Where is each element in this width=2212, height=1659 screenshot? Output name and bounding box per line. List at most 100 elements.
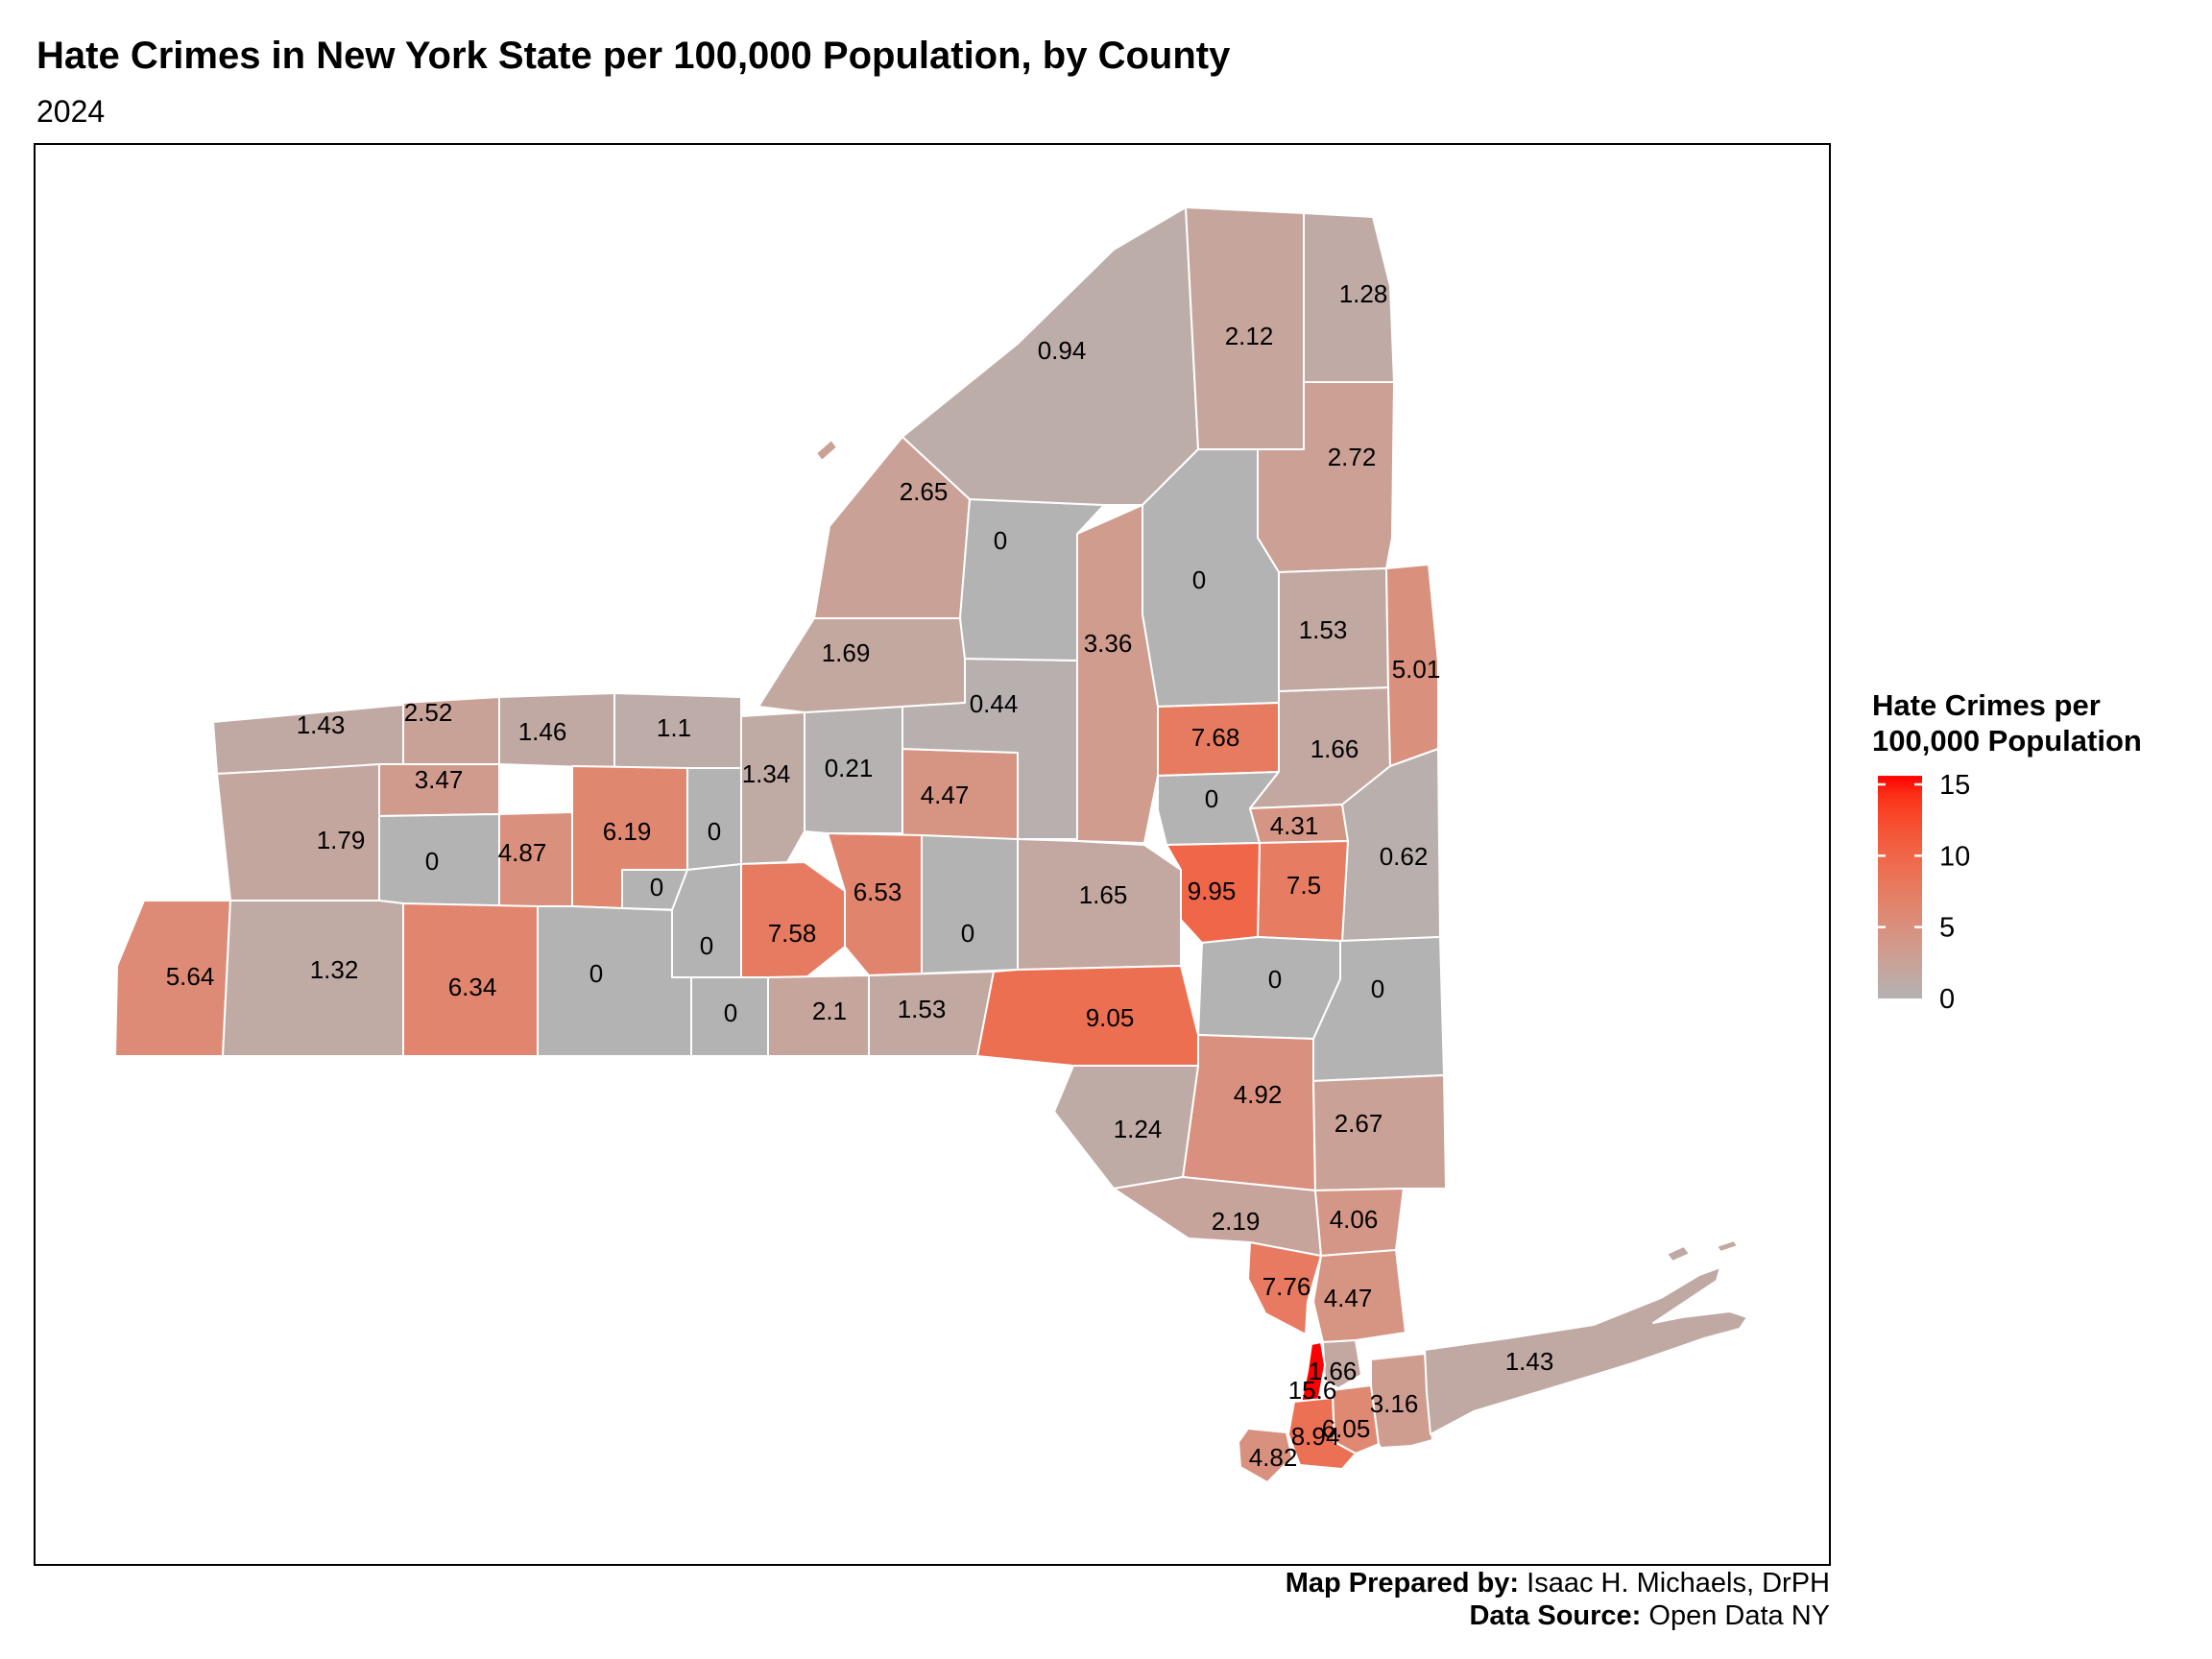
county-schuyler bbox=[671, 863, 742, 978]
county-value-label-ulster: 4.92 bbox=[1234, 1080, 1283, 1109]
county-value-label-albany: 7.5 bbox=[1286, 871, 1321, 900]
data-source-value: Open Data NY bbox=[1648, 1600, 1830, 1631]
county-value-label-cortland: 6.53 bbox=[854, 878, 902, 906]
county-value-label-cayuga: 1.34 bbox=[742, 759, 791, 788]
county-value-label-niagara: 1.43 bbox=[297, 710, 346, 739]
county-value-label-fulton: 7.68 bbox=[1191, 723, 1240, 752]
county-bronx bbox=[1322, 1339, 1362, 1389]
county-value-label-essex: 2.72 bbox=[1328, 443, 1377, 471]
county-value-label-genesee: 3.47 bbox=[415, 765, 464, 794]
county-value-label-wyoming: 0 bbox=[425, 847, 439, 876]
county-value-label-washington: 5.01 bbox=[1392, 655, 1441, 684]
county-value-label-queens: 6.05 bbox=[1322, 1414, 1371, 1443]
county-value-label-delaware: 9.05 bbox=[1086, 1003, 1135, 1032]
county-value-label-sullivan: 1.24 bbox=[1114, 1115, 1163, 1143]
county-brooklyn bbox=[1287, 1397, 1357, 1470]
county-wyoming bbox=[378, 813, 500, 907]
legend-tick-label-5: 5 bbox=[1939, 913, 1955, 944]
county-ulster bbox=[1182, 1034, 1316, 1191]
county-steuben bbox=[537, 905, 692, 1057]
county-value-label-ontario: 6.19 bbox=[603, 817, 652, 846]
county-dutchess bbox=[1312, 1074, 1447, 1191]
county-value-label-rensselaer: 0.62 bbox=[1380, 842, 1429, 871]
county-value-label-greene: 0 bbox=[1268, 965, 1282, 994]
map-credits: Map Prepared by: Isaac H. Michaels, DrPH… bbox=[1286, 1567, 1830, 1632]
county-value-label-oswego: 1.69 bbox=[822, 638, 871, 667]
prepared-by-line: Map Prepared by: Isaac H. Michaels, DrPH bbox=[1286, 1567, 1830, 1599]
county-value-label-yates: 0 bbox=[650, 873, 663, 902]
legend-tick-label-10: 10 bbox=[1939, 841, 1970, 872]
county-value-label-chautauqua: 5.64 bbox=[166, 962, 215, 991]
county-value-label-steuben: 0 bbox=[589, 959, 603, 988]
county-value-label-onondaga: 0.21 bbox=[825, 754, 874, 782]
county-value-label-clinton: 1.28 bbox=[1339, 279, 1388, 308]
county-value-label-oneida: 0.44 bbox=[970, 689, 1019, 718]
county-staten_island bbox=[1238, 1428, 1293, 1483]
county-value-label-columbia: 0 bbox=[1371, 974, 1384, 1003]
county-value-label-saratoga: 1.66 bbox=[1310, 734, 1359, 763]
county-value-label-allegany: 6.34 bbox=[448, 973, 497, 1001]
county-value-label-herkimer: 3.36 bbox=[1084, 629, 1133, 658]
prepared-by-label: Map Prepared by: bbox=[1285, 1568, 1520, 1599]
county-value-label-tioga: 2.1 bbox=[812, 997, 847, 1025]
county-value-label-cattaraugus: 1.32 bbox=[310, 955, 359, 984]
county-value-label-brooklyn: 8.94 bbox=[1291, 1422, 1340, 1451]
county-value-label-schuyler: 0 bbox=[700, 931, 713, 960]
county-value-label-jefferson: 2.65 bbox=[900, 477, 949, 506]
county-hamilton bbox=[1142, 448, 1280, 708]
county-value-label-staten_island: 4.82 bbox=[1249, 1443, 1298, 1472]
county-value-label-tompkins: 7.58 bbox=[768, 919, 817, 948]
legend-tick-label-0: 0 bbox=[1939, 984, 1955, 1015]
legend-title: Hate Crimes per 100,000 Population bbox=[1872, 687, 2142, 758]
county-suffolk bbox=[1424, 1266, 1748, 1435]
county-value-label-layer: 1.43 2.52 1.46 1.1 3.47 1.79 0 4.87 6.19 0 0 1.34 0.… bbox=[166, 279, 1554, 1472]
legend-tick-label-15: 15 bbox=[1939, 770, 1970, 801]
county-value-label-wayne: 1.1 bbox=[657, 713, 691, 742]
county-value-label-madison: 4.47 bbox=[921, 781, 970, 809]
county-value-label-erie: 1.79 bbox=[317, 826, 366, 854]
legend-title-line1: Hate Crimes per bbox=[1872, 688, 2101, 722]
county-value-label-livingston: 4.87 bbox=[498, 838, 547, 867]
county-value-label-lewis: 0 bbox=[994, 526, 1007, 555]
county-value-label-suffolk: 1.43 bbox=[1505, 1347, 1554, 1376]
map-panel-border bbox=[34, 143, 1831, 1566]
county-value-label-bronx: 1.66 bbox=[1309, 1357, 1358, 1385]
county-chautauqua bbox=[114, 900, 231, 1057]
county-clinton bbox=[1303, 212, 1395, 383]
county-value-label-otsego: 1.65 bbox=[1079, 880, 1128, 909]
county-value-label-seneca: 0 bbox=[708, 817, 721, 846]
county-value-label-hamilton: 0 bbox=[1192, 565, 1206, 594]
county-value-label-monroe: 1.46 bbox=[518, 717, 567, 746]
county-value-label-putnam: 4.06 bbox=[1330, 1205, 1379, 1234]
county-value-label-warren: 1.53 bbox=[1299, 615, 1348, 644]
county-value-label-franklin: 2.12 bbox=[1225, 322, 1274, 350]
data-source-line: Data Source: Open Data NY bbox=[1286, 1599, 1830, 1632]
county-value-label-montgomery: 0 bbox=[1205, 784, 1218, 813]
county-value-label-manhattan: 15.6 bbox=[1288, 1376, 1337, 1405]
county-value-label-orleans: 2.52 bbox=[404, 698, 453, 727]
county-value-label-chenango: 0 bbox=[961, 919, 974, 948]
county-cayuga bbox=[740, 711, 805, 865]
county-chenango bbox=[921, 834, 1019, 974]
county-value-label-schoharie: 9.95 bbox=[1188, 877, 1237, 905]
county-value-label-westchester: 4.47 bbox=[1324, 1284, 1373, 1312]
legend-color-bar bbox=[1878, 776, 1922, 998]
chart-title: Hate Crimes in New York State per 100,00… bbox=[36, 35, 1231, 77]
thousand-islands bbox=[815, 439, 838, 462]
county-value-label-chemung: 0 bbox=[724, 998, 737, 1027]
county-value-label-schenectady: 4.31 bbox=[1270, 811, 1319, 840]
county-value-label-nassau: 3.16 bbox=[1370, 1389, 1419, 1418]
county-value-label-stlawrence: 0.94 bbox=[1038, 336, 1087, 365]
legend-title-line2: 100,000 Population bbox=[1872, 724, 2142, 757]
legend-gradient-bar: 15 10 5 0 bbox=[1878, 770, 1970, 1015]
fishers-island bbox=[1716, 1239, 1739, 1253]
chart-subtitle: 2024 bbox=[36, 94, 106, 129]
county-value-label-broome: 1.53 bbox=[898, 995, 947, 1023]
county-polygon-layer bbox=[114, 206, 1748, 1483]
county-value-label-orange: 2.19 bbox=[1212, 1207, 1261, 1236]
data-source-label: Data Source: bbox=[1469, 1600, 1642, 1631]
shelter-island bbox=[1666, 1245, 1691, 1262]
county-value-label-dutchess: 2.67 bbox=[1334, 1109, 1383, 1138]
